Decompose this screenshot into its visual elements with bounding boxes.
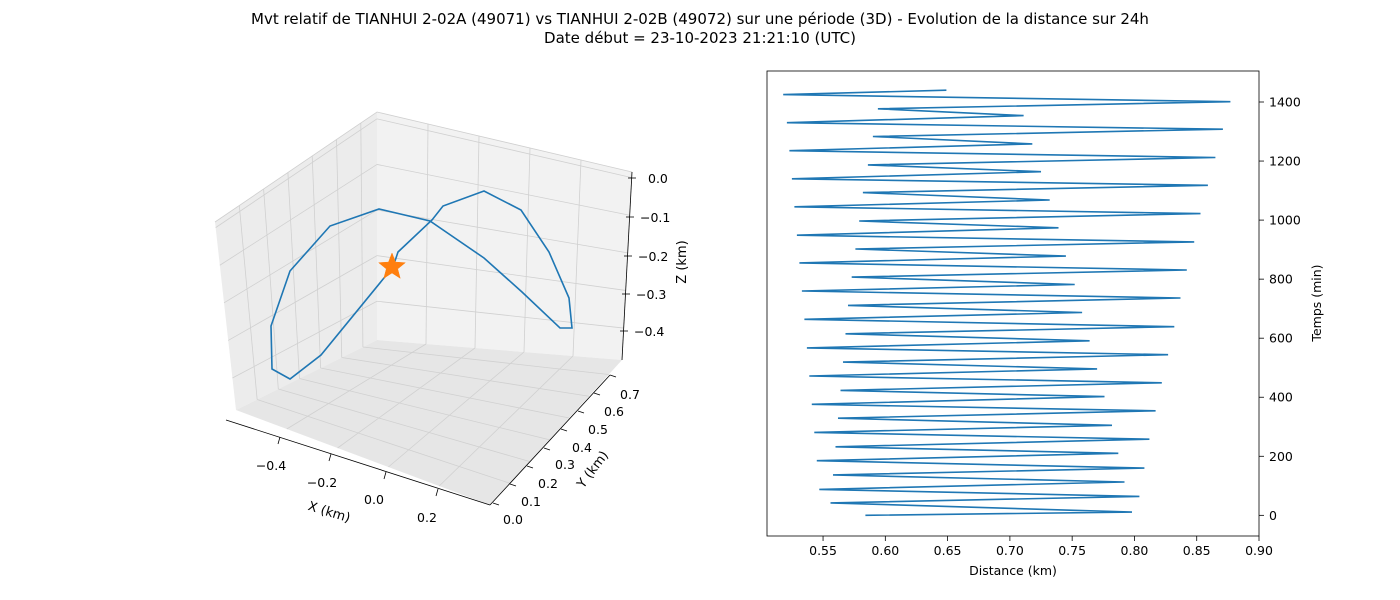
z-axis-line — [621, 171, 633, 361]
x-tick-label: 0.0 — [364, 492, 384, 507]
z-tick-label: −0.4 — [634, 324, 664, 339]
grid-line — [336, 139, 343, 358]
x-tick-label: 0.55 — [809, 543, 837, 558]
pane-floor — [236, 340, 622, 505]
x-axis-line — [225, 419, 491, 506]
y-tick-label: 600 — [1269, 331, 1293, 346]
y-axis-label: Temps (min) — [1309, 264, 1324, 342]
grid-line — [362, 346, 609, 375]
x-tick-label: 0.75 — [1058, 543, 1086, 558]
z-tick-label: −0.1 — [640, 210, 670, 225]
grid-line — [376, 209, 628, 254]
z-tick-label: −0.2 — [638, 249, 668, 264]
y-tick-label: 0.4 — [572, 440, 592, 455]
y-tick-label: 200 — [1269, 449, 1293, 464]
y-tick-label: 0.2 — [538, 476, 558, 491]
y-tick-label: 0.7 — [620, 387, 640, 402]
x-tick-label: 0.80 — [1121, 543, 1149, 558]
x-tick-label: −0.2 — [307, 475, 337, 490]
grid-line — [215, 118, 378, 228]
grid-line — [257, 399, 510, 484]
x-axis-label: Distance (km) — [969, 563, 1057, 578]
x-axis-label: X (km) — [306, 499, 352, 526]
plot-frame — [766, 70, 1260, 537]
x-tick-label: 0.65 — [934, 543, 962, 558]
y-tick-label: 0.3 — [555, 457, 575, 472]
y-tick-label: 0.1 — [521, 494, 541, 509]
grid-line — [320, 367, 570, 419]
trajectory-line — [270, 190, 573, 380]
y-tick-label: 1000 — [1269, 213, 1301, 228]
grid-line — [376, 118, 632, 179]
grid-line — [388, 351, 525, 468]
y-tick-label: 400 — [1269, 390, 1293, 405]
start-position-marker — [378, 252, 406, 279]
grid-line — [287, 172, 300, 379]
x-tick-label: −0.4 — [256, 458, 286, 473]
y-tick-label: 1200 — [1269, 154, 1301, 169]
grid-line — [232, 300, 378, 379]
z-tick-label: 0.0 — [648, 171, 668, 186]
grid-line — [360, 122, 364, 348]
x-tick-label: 0.85 — [1183, 543, 1211, 558]
z-ticks — [620, 177, 636, 332]
y-axis-line — [489, 374, 611, 506]
grid-line — [263, 188, 279, 390]
z-axis-label: Z (km) — [675, 240, 690, 283]
grid-line — [228, 255, 378, 341]
y-tick-label: 0.6 — [604, 404, 624, 419]
figure-title: Mvt relatif de TIANHUI 2-02A (49071) vs … — [251, 10, 1149, 28]
grid-line — [286, 343, 427, 430]
grid-line — [438, 355, 574, 487]
grid-line — [376, 300, 624, 329]
z-tick-label: −0.3 — [636, 287, 666, 302]
grid-line — [299, 378, 550, 441]
x-tick-label: 0.2 — [417, 510, 437, 525]
grid-line — [219, 164, 378, 266]
grid-line — [523, 147, 531, 353]
grid-line — [572, 159, 582, 357]
trajectory-3d-plot: −0.4 −0.2 0.0 0.2 X (km) 0.0 0.1 0.2 0.3… — [214, 111, 690, 527]
y-ticks: 0 200 400 600 800 1000 1200 1400 — [1259, 95, 1301, 523]
x-ticks — [277, 436, 439, 497]
x-tick-label: 0.90 — [1245, 543, 1273, 558]
y-tick-label: 1400 — [1269, 95, 1301, 110]
grid-line — [223, 209, 378, 304]
pane-edges — [214, 111, 633, 223]
grid-3d — [215, 118, 632, 487]
y-tick-label: 0 — [1269, 508, 1277, 523]
y-ticks — [492, 374, 617, 506]
x-tick-label: 0.70 — [996, 543, 1024, 558]
grid-line — [238, 205, 258, 400]
y-tick-label: 0.0 — [503, 512, 523, 527]
grid-line — [425, 123, 429, 345]
grid-line — [337, 347, 476, 449]
grid-line — [474, 135, 480, 349]
distance-series-line — [783, 89, 1231, 517]
y-tick-label: 800 — [1269, 272, 1293, 287]
grid-line — [341, 357, 590, 397]
grid-line — [376, 164, 630, 216]
x-tick-label: 0.60 — [871, 543, 899, 558]
grid-line — [311, 155, 321, 369]
y-tick-label: 0.5 — [588, 422, 608, 437]
x-ticks: 0.55 0.60 0.65 0.70 0.75 0.80 0.85 0.90 — [809, 536, 1273, 558]
grid-line — [278, 388, 530, 462]
figure-subtitle: Date début = 23-10-2023 21:21:10 (UTC) — [544, 29, 856, 47]
